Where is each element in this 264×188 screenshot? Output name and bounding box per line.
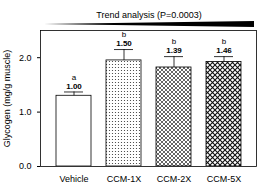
svg-text:2.0: 2.0 [19,53,32,63]
svg-text:Vehicle: Vehicle [59,174,88,184]
svg-text:b: b [122,30,127,39]
svg-text:0.0: 0.0 [19,161,32,171]
svg-text:1.46: 1.46 [216,46,232,55]
svg-text:1.00: 1.00 [66,82,82,91]
svg-text:CCM-5X: CCM-5X [207,174,242,184]
svg-text:b: b [172,37,177,46]
svg-text:b: b [222,37,227,46]
svg-text:a: a [72,73,77,82]
svg-text:1.50: 1.50 [116,39,132,48]
svg-text:CCM-1X: CCM-1X [107,174,142,184]
svg-text:1.0: 1.0 [19,107,32,117]
svg-text:Glycogen (mg/g muscle): Glycogen (mg/g muscle) [2,50,12,148]
svg-text:CCM-2X: CCM-2X [157,174,192,184]
svg-text:Trend analysis (P=0.0003): Trend analysis (P=0.0003) [96,10,201,20]
svg-text:1.39: 1.39 [166,46,182,55]
